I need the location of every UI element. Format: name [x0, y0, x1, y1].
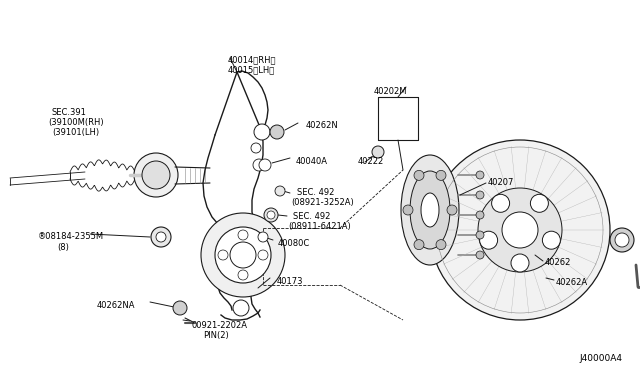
Text: (8): (8) [57, 243, 69, 252]
Text: 40040A: 40040A [296, 157, 328, 166]
Circle shape [447, 205, 457, 215]
Text: 40262: 40262 [545, 258, 572, 267]
Circle shape [254, 124, 270, 140]
Circle shape [476, 231, 484, 239]
Text: SEC. 492: SEC. 492 [297, 188, 334, 197]
Text: 40222: 40222 [358, 157, 384, 166]
Circle shape [259, 159, 271, 171]
Text: 40014〈RH〉: 40014〈RH〉 [228, 55, 276, 64]
Circle shape [215, 227, 271, 283]
Text: 40173: 40173 [277, 277, 303, 286]
Circle shape [414, 170, 424, 180]
Ellipse shape [401, 155, 459, 265]
Circle shape [476, 191, 484, 199]
Circle shape [502, 212, 538, 248]
Circle shape [142, 161, 170, 189]
Text: (39100M(RH): (39100M(RH) [48, 118, 104, 127]
Text: 40207: 40207 [488, 178, 515, 187]
Circle shape [173, 301, 187, 315]
Ellipse shape [410, 171, 450, 249]
Circle shape [156, 232, 166, 242]
Circle shape [258, 232, 268, 242]
Circle shape [615, 233, 629, 247]
Circle shape [151, 227, 171, 247]
Text: 40262NA: 40262NA [97, 301, 136, 310]
Circle shape [134, 153, 178, 197]
Text: SEC. 492: SEC. 492 [293, 212, 330, 221]
Circle shape [218, 250, 228, 260]
Ellipse shape [421, 193, 439, 227]
Text: (08921-3252A): (08921-3252A) [291, 198, 354, 207]
Text: 40202M: 40202M [374, 87, 408, 96]
Circle shape [372, 146, 384, 158]
Circle shape [275, 186, 285, 196]
Text: 00921-2202A: 00921-2202A [192, 321, 248, 330]
Circle shape [414, 240, 424, 250]
Circle shape [479, 231, 498, 249]
Circle shape [238, 270, 248, 280]
Text: SEC.391: SEC.391 [52, 108, 87, 117]
Circle shape [476, 211, 484, 219]
Text: 40080C: 40080C [278, 239, 310, 248]
Text: (39101(LH): (39101(LH) [52, 128, 99, 137]
Circle shape [251, 143, 261, 153]
Circle shape [436, 240, 446, 250]
Circle shape [238, 230, 248, 240]
Circle shape [258, 250, 268, 260]
Text: 40262A: 40262A [556, 278, 588, 287]
Text: J40000A4: J40000A4 [579, 354, 622, 363]
Circle shape [531, 194, 548, 212]
Circle shape [264, 208, 278, 222]
Circle shape [201, 213, 285, 297]
Circle shape [610, 228, 634, 252]
Circle shape [476, 171, 484, 179]
Circle shape [476, 251, 484, 259]
Circle shape [253, 159, 265, 171]
Circle shape [436, 170, 446, 180]
Circle shape [230, 242, 256, 268]
Circle shape [492, 194, 509, 212]
Text: 40262N: 40262N [306, 121, 339, 130]
Text: PIN(2): PIN(2) [203, 331, 228, 340]
Circle shape [270, 125, 284, 139]
Circle shape [478, 188, 562, 272]
Circle shape [542, 231, 561, 249]
Circle shape [430, 140, 610, 320]
Text: 40015〈LH〉: 40015〈LH〉 [228, 65, 275, 74]
Circle shape [403, 205, 413, 215]
Circle shape [267, 211, 275, 219]
Circle shape [233, 300, 249, 316]
Text: ®08184-2355M: ®08184-2355M [38, 232, 104, 241]
Circle shape [511, 254, 529, 272]
Text: (08911-6421A): (08911-6421A) [288, 222, 351, 231]
